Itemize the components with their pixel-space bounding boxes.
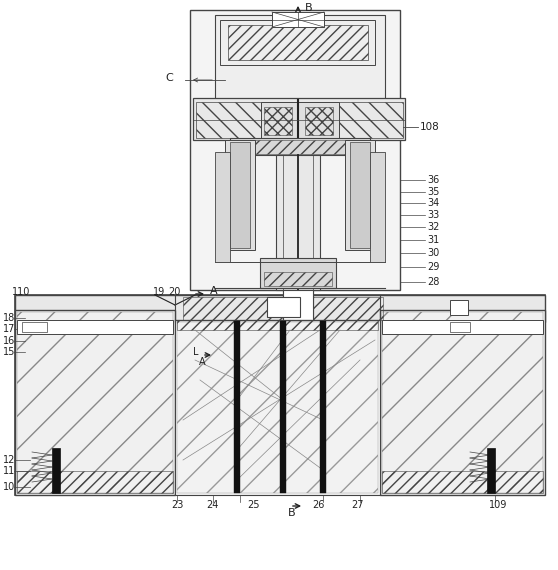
Bar: [370, 152, 385, 262]
Text: B: B: [288, 508, 296, 518]
Bar: [338, 102, 403, 138]
Text: C: C: [165, 73, 173, 83]
Text: A: A: [210, 286, 218, 296]
Text: B: B: [305, 3, 312, 13]
Bar: [183, 297, 383, 320]
Bar: [193, 98, 405, 140]
Bar: [177, 322, 378, 493]
Bar: [380, 310, 545, 495]
Text: 20: 20: [168, 287, 180, 297]
Text: 17: 17: [3, 324, 16, 334]
Bar: [350, 142, 370, 248]
Bar: [17, 312, 173, 493]
Bar: [15, 310, 175, 495]
Bar: [264, 107, 292, 135]
Text: 28: 28: [427, 277, 439, 287]
Text: 110: 110: [12, 287, 30, 297]
Bar: [52, 448, 60, 493]
Bar: [234, 321, 240, 493]
Bar: [177, 320, 378, 330]
Text: 11: 11: [3, 466, 15, 476]
Text: 29: 29: [427, 262, 439, 272]
Bar: [17, 320, 173, 334]
Bar: [196, 102, 261, 138]
Bar: [450, 322, 470, 332]
Text: 108: 108: [420, 122, 440, 132]
Bar: [230, 138, 370, 155]
Bar: [22, 322, 47, 332]
Text: 10: 10: [3, 482, 15, 492]
Bar: [283, 290, 313, 320]
Bar: [382, 320, 543, 334]
Text: 24: 24: [206, 500, 218, 510]
Bar: [267, 297, 300, 317]
Text: L: L: [193, 347, 199, 357]
Bar: [264, 272, 332, 286]
Text: 16: 16: [3, 336, 15, 346]
Bar: [382, 471, 543, 493]
Bar: [345, 140, 375, 250]
Text: 18: 18: [3, 313, 15, 323]
Bar: [17, 471, 173, 493]
Bar: [232, 140, 368, 154]
Text: 35: 35: [427, 187, 439, 197]
Text: 26: 26: [312, 500, 324, 510]
Bar: [261, 102, 339, 138]
Bar: [220, 20, 375, 65]
Bar: [175, 320, 380, 495]
Text: 30: 30: [427, 248, 439, 258]
Text: 25: 25: [247, 500, 259, 510]
Text: 12: 12: [3, 455, 16, 465]
Text: A: A: [199, 357, 206, 367]
Text: 31: 31: [427, 235, 439, 245]
Bar: [228, 25, 368, 60]
Text: 34: 34: [427, 198, 439, 208]
Bar: [215, 152, 230, 262]
Bar: [190, 10, 400, 290]
Bar: [305, 107, 333, 135]
Bar: [487, 448, 495, 493]
Bar: [450, 300, 468, 315]
Bar: [260, 258, 336, 288]
Bar: [280, 321, 286, 493]
Text: 36: 36: [427, 175, 439, 185]
Text: 19: 19: [153, 287, 165, 297]
Bar: [225, 140, 255, 250]
Bar: [276, 155, 320, 290]
Bar: [15, 295, 545, 322]
Text: 33: 33: [427, 210, 439, 220]
Text: 32: 32: [427, 222, 439, 232]
Bar: [230, 142, 250, 248]
Bar: [272, 12, 324, 27]
Text: 27: 27: [352, 500, 364, 510]
Bar: [215, 15, 385, 100]
Text: 15: 15: [3, 347, 16, 357]
Bar: [382, 312, 543, 493]
Bar: [320, 321, 326, 493]
Bar: [15, 295, 545, 495]
Text: 23: 23: [171, 500, 183, 510]
Text: 109: 109: [489, 500, 507, 510]
